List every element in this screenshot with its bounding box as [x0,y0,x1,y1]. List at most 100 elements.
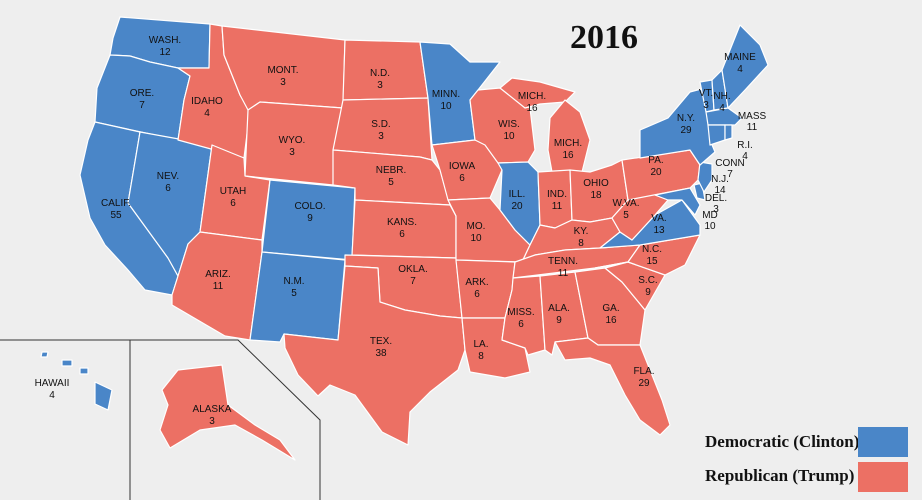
label-MI-UP-name: MICH. [518,91,546,102]
label-IA-name: IOWA [449,161,476,172]
label-VA-ev: 13 [653,225,665,236]
label-NJ-name: N.J. [711,174,729,185]
state-labels: WASH. 12 ORE. 7 CALIF. 55 NEV. 6 IDAHO 4… [35,35,767,427]
label-ME-ev: 4 [737,64,743,75]
label-NJ-ev: 14 [714,185,726,196]
label-AL-name: ALA. [548,303,570,314]
label-VT-ev: 3 [703,100,709,111]
label-WY-ev: 3 [289,147,295,158]
label-UT-ev: 6 [230,198,236,209]
label-TN-name: TENN. [548,256,578,267]
label-DE-name: DEL. [705,193,727,204]
inset-frame-alaska [0,339,321,500]
label-OR-ev: 7 [139,100,145,111]
state-MI-UP [499,77,576,109]
state-AK [159,364,296,461]
state-MD [654,187,701,216]
label-SC-name: S.C. [638,275,657,286]
label-SD-ev: 3 [378,131,384,142]
label-NC-name: N.C. [642,244,662,255]
label-AK-name: ALASKA [193,404,232,415]
legend: Democratic (Clinton) Republican (Trump) [705,427,908,492]
label-GA-ev: 16 [605,315,617,326]
label-MS-name: MISS. [507,307,534,318]
label-MO-name: MO. [467,221,486,232]
state-RI [724,124,733,141]
label-WY-name: WYO. [279,135,306,146]
label-KY-ev: 8 [578,238,584,249]
label-VT-name: VT. [699,88,713,99]
label-ID-ev: 4 [204,108,210,119]
label-CA-name: CALIF. [101,198,131,209]
label-OH-name: OHIO [583,178,609,189]
label-NH-name: NH. [713,91,730,102]
state-WI [469,87,536,164]
label-OH-ev: 18 [590,190,602,201]
legend-label-republican: Republican (Trump) [705,466,854,485]
label-SC-ev: 9 [645,287,651,298]
state-NJ [697,161,713,193]
label-NE-ev: 5 [388,177,394,188]
label-NC-ev: 15 [646,256,658,267]
label-MI-ev: 16 [562,150,574,161]
legend-swatch-republican [858,462,908,492]
label-FL-name: FLA. [633,366,654,377]
label-ID-name: IDAHO [191,96,223,107]
label-PA-ev: 20 [650,167,662,178]
label-OK-ev: 7 [410,276,416,287]
label-HI-name: HAWAII [35,378,70,389]
label-MD-name: MD [702,210,718,221]
label-MA-ev: 11 [747,122,758,133]
state-NC [594,234,701,276]
label-NY-ev: 29 [680,125,692,136]
label-AL-ev: 9 [556,315,562,326]
state-NM [249,251,346,343]
label-AZ-ev: 11 [213,281,224,292]
label-MD-ev: 10 [704,221,716,232]
legend-label-democratic: Democratic (Clinton) [705,432,859,451]
label-FL-ev: 29 [638,378,650,389]
label-CT-name: CONN [715,158,744,169]
label-OR-name: ORE. [130,88,154,99]
states-layer [40,16,769,461]
label-DE-ev: 3 [713,204,719,215]
label-GA-name: GA. [602,303,619,314]
label-WI-ev: 10 [503,131,515,142]
state-NY [639,87,716,166]
label-HI-ev: 4 [49,390,55,401]
label-NY-name: N.Y. [677,113,695,124]
state-TX [283,265,466,446]
label-NE-name: NEBR. [376,165,407,176]
label-TX-ev: 38 [375,348,387,359]
state-FL [554,337,671,436]
label-SD-name: S.D. [371,119,390,130]
label-IN-name: IND. [547,189,567,200]
label-MT-name: MONT. [267,65,298,76]
label-KY-name: KY. [574,226,589,237]
label-MN-name: MINN. [432,89,460,100]
label-IL-ev: 20 [511,201,523,212]
label-AK-ev: 3 [209,416,215,427]
label-TX-name: TEX. [370,336,392,347]
label-NV-ev: 6 [165,183,171,194]
state-AZ [171,231,263,341]
state-AR [455,259,516,319]
label-NH-ev: 4 [719,103,725,114]
label-AZ-name: ARIZ. [205,269,231,280]
label-AR-name: ARK. [465,277,488,288]
state-WY [244,101,344,186]
label-MN-ev: 10 [440,101,452,112]
state-MI [547,99,591,173]
label-UT-name: UTAH [220,186,246,197]
map-title: 2016 [570,19,638,56]
state-HI [40,351,113,411]
label-MS-ev: 6 [518,319,524,330]
state-MA [705,107,743,126]
label-NM-name: N.M. [283,276,304,287]
label-IN-ev: 11 [552,201,563,212]
label-WV-ev: 5 [623,210,629,221]
label-WA-ev: 12 [159,47,171,58]
label-RI-ev: 4 [742,151,748,162]
label-LA-name: LA. [473,339,488,350]
